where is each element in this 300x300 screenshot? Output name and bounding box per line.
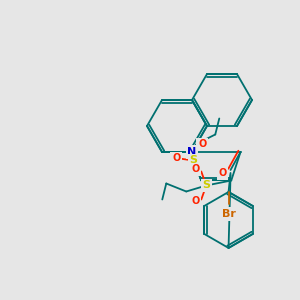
Text: O: O	[172, 154, 180, 164]
Text: S: S	[189, 155, 197, 166]
Text: O: O	[191, 164, 200, 175]
Text: O: O	[191, 196, 200, 206]
Text: N: N	[188, 147, 196, 157]
Text: Br: Br	[222, 209, 236, 219]
Text: O: O	[198, 140, 206, 149]
Text: S: S	[202, 181, 210, 190]
Text: O: O	[218, 168, 227, 178]
